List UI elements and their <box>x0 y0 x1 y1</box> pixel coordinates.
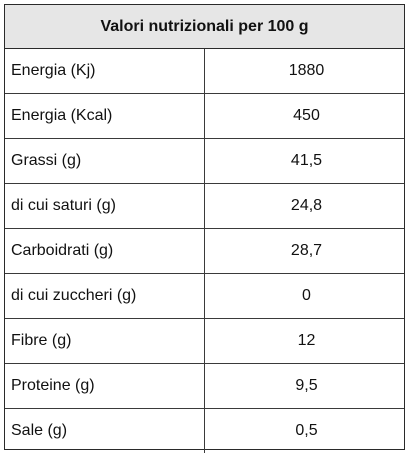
table-row: Energia (Kj) 1880 <box>5 48 404 94</box>
row-label: di cui zuccheri (g) <box>5 273 205 319</box>
table-row: Fibre (g) 12 <box>5 318 404 364</box>
table-row: Energia (Kcal) 450 <box>5 93 404 139</box>
table-row: Proteine (g) 9,5 <box>5 363 404 409</box>
row-value: 28,7 <box>204 228 404 274</box>
table-row: di cui saturi (g) 24,8 <box>5 183 404 229</box>
row-label: Energia (Kcal) <box>5 93 205 139</box>
row-value: 0,5 <box>204 408 404 453</box>
table-row: Grassi (g) 41,5 <box>5 138 404 184</box>
table-row: Sale (g) 0,5 <box>5 408 404 453</box>
row-label: Carboidrati (g) <box>5 228 205 274</box>
row-label: Grassi (g) <box>5 138 205 184</box>
row-label: di cui saturi (g) <box>5 183 205 229</box>
nutrition-table: Valori nutrizionali per 100 g Energia (K… <box>5 5 404 453</box>
row-value: 450 <box>204 93 404 139</box>
row-label: Sale (g) <box>5 408 205 453</box>
nutrition-table-container: Valori nutrizionali per 100 g Energia (K… <box>4 4 405 453</box>
row-value: 9,5 <box>204 363 404 409</box>
row-value: 1880 <box>288 62 325 79</box>
row-value: 24,8 <box>204 183 404 229</box>
row-value: 12 <box>204 318 404 364</box>
row-label: Fibre (g) <box>5 318 205 364</box>
row-label: Proteine (g) <box>5 363 205 409</box>
row-value: 41,5 <box>204 138 404 184</box>
row-label: Energia (Kj) <box>5 48 205 94</box>
table-row: Carboidrati (g) 28,7 <box>5 228 404 274</box>
table-header-row: Valori nutrizionali per 100 g <box>5 5 404 49</box>
table-row: di cui zuccheri (g) 0 <box>5 273 404 319</box>
row-value: 0 <box>204 273 404 319</box>
table-title: Valori nutrizionali per 100 g <box>5 5 404 49</box>
